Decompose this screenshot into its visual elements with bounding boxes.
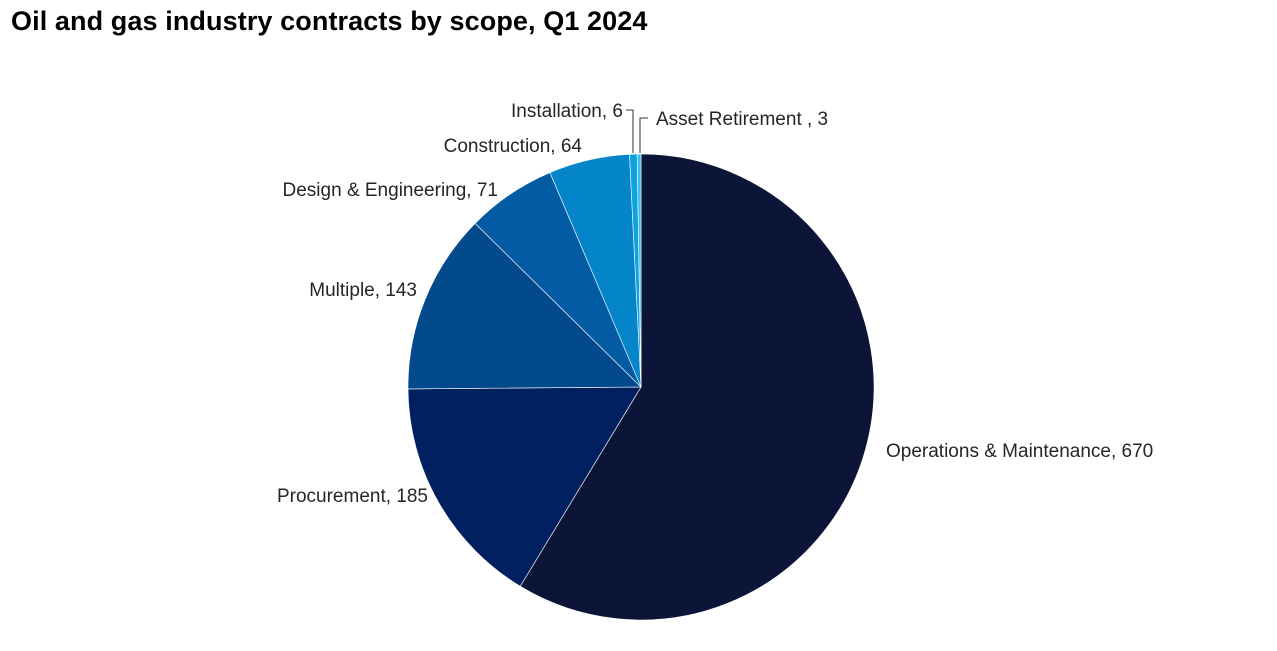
pie-slice-operations-maintenance: [519, 153, 875, 621]
data-labels: Operations & Maintenance, 670 Procurement…: [277, 101, 1153, 507]
pie-slice-asset-retirement: [636, 153, 642, 388]
pie-slice-multiple: [407, 222, 642, 390]
pie-slice-procurement: [407, 386, 642, 587]
leader-lines: [626, 109, 648, 153]
data-label: Construction, 64: [444, 136, 583, 157]
leader-line: [626, 109, 634, 153]
data-label: Installation, 6: [511, 101, 623, 122]
data-label: Design & Engineering, 71: [283, 180, 498, 201]
data-label: Operations & Maintenance, 670: [886, 441, 1153, 462]
data-label: Procurement, 185: [277, 486, 428, 507]
pie-slices: [407, 153, 875, 621]
chart-title: Oil and gas industry contracts by scope,…: [11, 6, 648, 36]
data-label: Multiple, 143: [309, 280, 417, 301]
data-label: Asset Retirement , 3: [656, 109, 828, 130]
leader-line: [639, 117, 648, 153]
